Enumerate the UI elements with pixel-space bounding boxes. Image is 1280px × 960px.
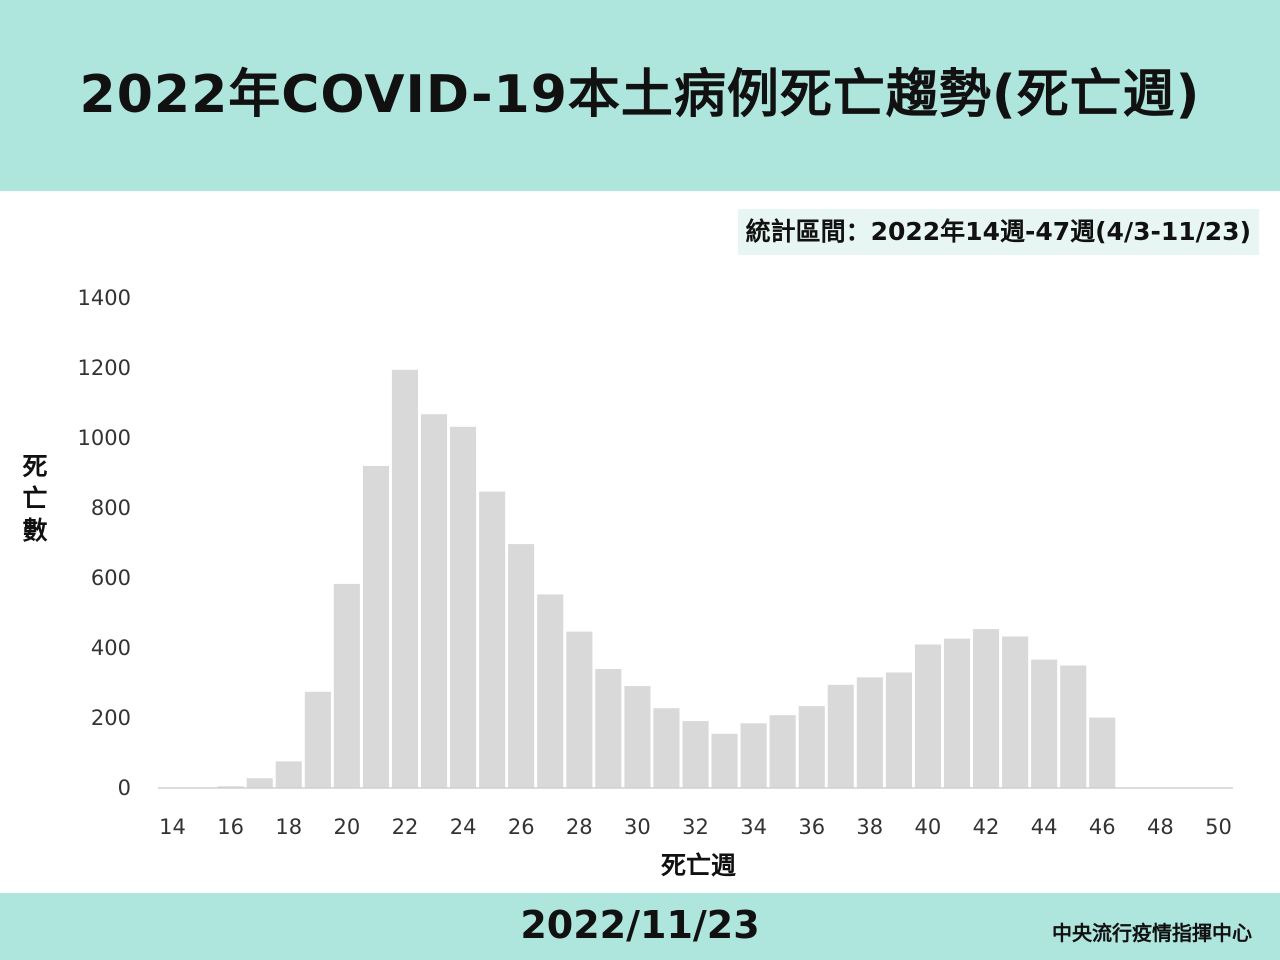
bar-week-33: [711, 733, 738, 789]
bar-week-44: [1031, 659, 1058, 788]
bar-week-30: [624, 686, 651, 788]
bar-week-20: [333, 583, 360, 788]
y-tick-label: 1200: [78, 356, 131, 380]
bar-week-24: [450, 426, 477, 788]
bar-week-40: [914, 644, 941, 788]
x-tick-label: 48: [1147, 815, 1174, 839]
bar-week-17: [246, 778, 273, 788]
bar-week-18: [275, 761, 302, 788]
x-axis-title: 死亡週: [661, 851, 736, 880]
x-tick-label: 18: [275, 815, 302, 839]
bar-week-36: [798, 706, 825, 788]
bar-week-19: [304, 691, 331, 789]
bar-week-45: [1060, 665, 1087, 788]
bar-week-23: [421, 414, 448, 788]
bar-week-16: [217, 786, 244, 789]
bar-week-38: [856, 677, 883, 788]
footer-organization: 中央流行疫情指揮中心: [1052, 921, 1252, 945]
bar-week-32: [682, 721, 709, 788]
bar-week-31: [653, 708, 680, 788]
bar-week-42: [973, 629, 1000, 788]
y-tick-label: 600: [91, 566, 131, 590]
x-tick-label: 32: [682, 815, 709, 839]
bar-week-22: [391, 369, 418, 789]
bar-week-39: [885, 672, 912, 788]
x-tick-label: 28: [566, 815, 593, 839]
bar-week-34: [740, 723, 767, 789]
bar-week-41: [944, 638, 971, 788]
y-axis-title-char: 亡: [22, 484, 47, 513]
x-tick-label: 50: [1205, 815, 1232, 839]
x-tick-label: 30: [624, 815, 651, 839]
y-tick-label: 200: [91, 706, 131, 730]
x-tick-label: 16: [217, 815, 244, 839]
x-axis-ticks: 14 16 18 20 22 24 26 28 30 32 34 36 38 40 42 44 46 48 50: [159, 815, 1232, 839]
statistics-range-note: 統計區間：2022年14週-47週(4/3-11/23): [737, 209, 1259, 255]
x-tick-label: 14: [159, 815, 186, 839]
x-tick-label: 22: [392, 815, 419, 839]
footer-band: 2022/11/23 中央流行疫情指揮中心: [0, 893, 1280, 960]
x-tick-label: 40: [915, 815, 942, 839]
bar-week-21: [362, 466, 389, 788]
bar-series: [188, 369, 1116, 789]
bar-week-35: [769, 715, 796, 788]
page-title: 2022年COVID-19本土病例死亡趨勢(死亡週): [79, 65, 1201, 125]
y-axis-ticks: 0 200 400 600 800 1000 1200 1400: [78, 286, 131, 800]
x-tick-label: 36: [798, 815, 825, 839]
y-axis-title: 死亡數: [22, 452, 47, 545]
x-tick-label: 26: [508, 815, 535, 839]
x-tick-label: 42: [973, 815, 1000, 839]
bar-week-29: [595, 669, 622, 788]
bar-week-37: [827, 684, 854, 789]
footer-date: 2022/11/23: [520, 903, 760, 947]
bar-week-43: [1002, 636, 1029, 788]
bar-week-28: [566, 631, 593, 788]
x-tick-label: 44: [1031, 815, 1058, 839]
bar-week-26: [508, 544, 535, 788]
death-trend-bar-chart: 0 200 400 600 800 1000 1200 1400 14 16 18 20 22 24 26…: [22, 286, 1233, 880]
x-tick-label: 34: [740, 815, 767, 839]
x-tick-label: 46: [1089, 815, 1116, 839]
y-tick-label: 1000: [78, 426, 131, 450]
x-tick-label: 38: [856, 815, 883, 839]
bar-week-25: [479, 491, 506, 788]
y-axis-title-char: 數: [22, 516, 47, 545]
x-tick-label: 20: [334, 815, 361, 839]
header-band: 2022年COVID-19本土病例死亡趨勢(死亡週): [0, 0, 1280, 191]
y-tick-label: 0: [118, 776, 131, 800]
x-tick-label: 24: [450, 815, 477, 839]
y-tick-label: 400: [91, 636, 131, 660]
y-axis-title-char: 死: [22, 452, 47, 481]
bar-week-46: [1089, 717, 1116, 788]
bar-week-27: [537, 594, 564, 788]
y-tick-label: 800: [91, 496, 131, 520]
y-tick-label: 1400: [78, 286, 131, 310]
